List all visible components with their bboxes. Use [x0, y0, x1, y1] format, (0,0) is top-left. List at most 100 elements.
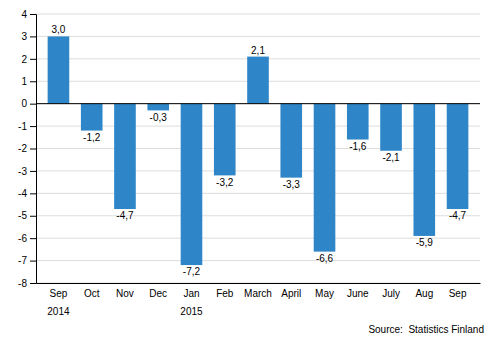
x-tick-label: Sep	[50, 288, 68, 299]
data-label: -6,6	[316, 253, 334, 264]
y-tick-mark	[30, 171, 36, 172]
y-tick-mark	[30, 283, 36, 284]
x-axis-line	[37, 283, 481, 284]
data-label: 2,1	[251, 45, 265, 56]
data-label: -1,2	[83, 132, 101, 143]
bar	[214, 104, 236, 176]
x-tick: Oct	[84, 288, 100, 299]
x-tick: Sep	[449, 288, 467, 299]
y-tick: -3	[18, 166, 36, 177]
y-tick-mark	[30, 36, 36, 37]
x-tick-label: Aug	[415, 288, 433, 299]
data-label: -3,3	[283, 179, 301, 190]
bar	[380, 104, 402, 151]
bar	[314, 104, 336, 252]
y-tick-mark	[30, 193, 36, 194]
x-tick-label: June	[347, 288, 369, 299]
grid-line	[36, 103, 480, 104]
grid-line	[36, 126, 480, 127]
x-tick-label: Nov	[116, 288, 134, 299]
zero-line	[36, 103, 480, 104]
x-tick-label: Feb	[216, 288, 234, 299]
y-tick: -5	[18, 210, 36, 221]
y-tick-label: -6	[18, 233, 27, 244]
y-tick-mark	[30, 238, 36, 239]
x-tick: Nov	[116, 288, 134, 299]
x-tick-label: March	[244, 288, 272, 299]
y-axis-line	[30, 15, 37, 284]
x-tick-label: Sep	[449, 288, 467, 299]
x-axis: Sep Oct Nov Dec Jan Feb March April May June July A…	[37, 284, 481, 300]
source-note: Source: Statistics Finland	[368, 324, 484, 335]
y-tick-label: -3	[18, 166, 27, 177]
y-tick: 4	[21, 9, 36, 20]
data-label: -3,2	[216, 177, 234, 188]
y-tick-mark	[30, 216, 36, 217]
x-tick-label: July	[382, 288, 400, 299]
y-tick: -4	[18, 188, 36, 199]
data-label: 3,0	[51, 24, 65, 35]
y-tick-label: -7	[18, 255, 27, 266]
bar	[280, 104, 302, 178]
x-tick: Jan	[183, 288, 199, 299]
y-tick: 0	[21, 98, 36, 109]
bar	[147, 104, 169, 111]
bar	[447, 104, 469, 209]
y-tick: -6	[18, 233, 36, 244]
y-tick-mark	[30, 126, 36, 127]
x-tick: Dec	[149, 288, 167, 299]
chart: -8 -7 -6 -5 -4 -3 -2 -1 0 1 2 3 4 Sep Oct Nov Dec Jan Feb M…	[0, 0, 494, 339]
y-tick: 3	[21, 31, 36, 42]
bar	[48, 36, 70, 103]
bar	[181, 104, 203, 265]
data-label: -2,1	[382, 152, 400, 163]
x-tick: Feb	[216, 288, 234, 299]
bar	[114, 104, 136, 209]
bar	[81, 104, 103, 131]
grid-line	[36, 170, 480, 171]
y-tick: -2	[18, 143, 36, 154]
bar	[347, 104, 369, 140]
grid-line	[36, 238, 480, 239]
x-tick-label: May	[315, 288, 334, 299]
annotations: 20142015Source: Statistics Finland	[47, 306, 484, 335]
y-tick-label: 3	[21, 31, 27, 42]
y-tick-mark	[30, 149, 36, 150]
x-tick: March	[244, 288, 272, 299]
grid-line	[36, 260, 480, 261]
data-label: -4,7	[116, 210, 134, 221]
y-tick: 1	[21, 76, 36, 87]
y-tick-label: 2	[21, 54, 27, 65]
y-tick: -7	[18, 255, 36, 266]
bar	[247, 57, 269, 104]
x-tick-label: Oct	[84, 288, 100, 299]
bars	[48, 36, 469, 265]
grid-line	[36, 215, 480, 216]
x-tick: Sep	[50, 288, 68, 299]
y-tick-label: -8	[18, 278, 27, 289]
data-label: -4,7	[449, 210, 467, 221]
data-label: -7,2	[183, 266, 201, 277]
y-tick-label: 4	[21, 9, 27, 20]
y-axis: -8 -7 -6 -5 -4 -3 -2 -1 0 1 2 3 4	[18, 9, 36, 289]
y-tick-label: -2	[18, 143, 27, 154]
x-tick-label: April	[281, 288, 301, 299]
data-labels: 3,0 -1,2 -4,7 -0,3 -7,2 -3,2 2,1 -3,3 -6,6 -1,6 -2…	[51, 24, 466, 277]
grid-line	[36, 36, 480, 37]
y-tick-mark	[30, 59, 36, 60]
y-tick-label: -4	[18, 188, 27, 199]
data-label: -5,9	[416, 237, 434, 248]
x-tick: April	[281, 288, 301, 299]
x-tick: July	[382, 288, 400, 299]
grid-line	[36, 14, 480, 15]
y-tick: -1	[18, 121, 36, 132]
grid-line	[36, 193, 480, 194]
data-label: -0,3	[150, 112, 168, 123]
year-label: 2015	[180, 306, 203, 317]
data-label: -1,6	[349, 141, 367, 152]
grid	[36, 14, 480, 283]
y-tick-label: 0	[21, 98, 27, 109]
x-tick: May	[315, 288, 334, 299]
x-tick: June	[347, 288, 369, 299]
x-tick-label: Dec	[149, 288, 167, 299]
